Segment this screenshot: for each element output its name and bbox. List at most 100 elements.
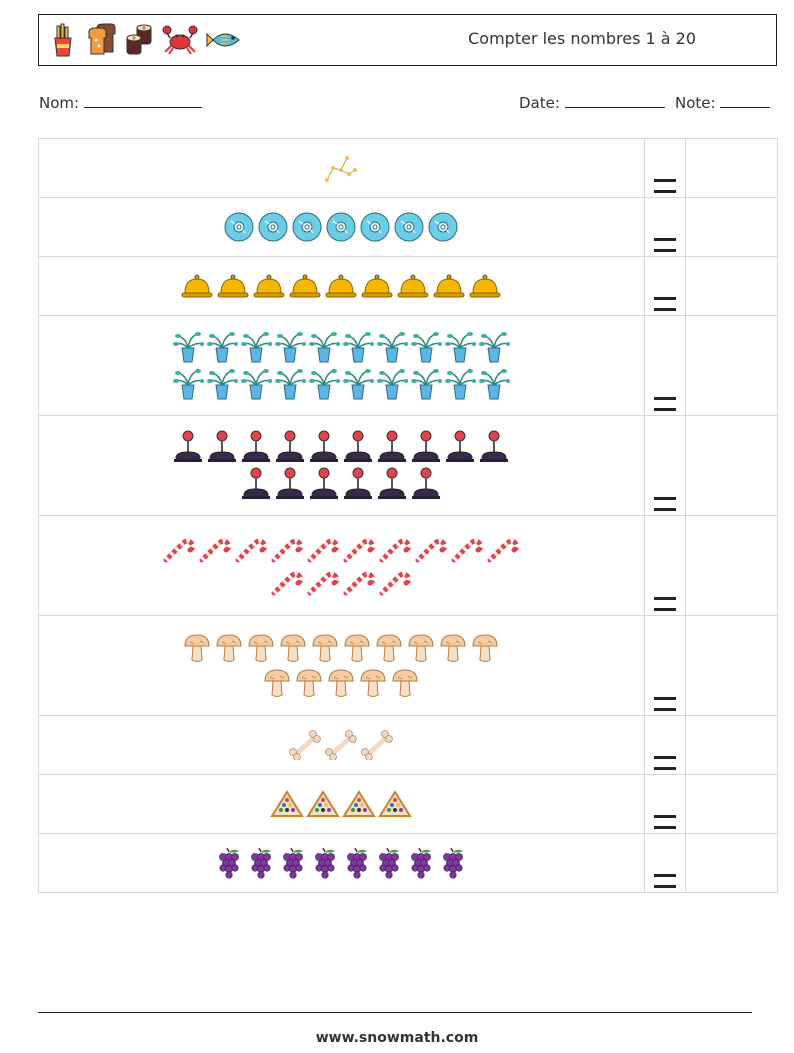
equals-sign <box>653 756 676 770</box>
billiard-rack-icon <box>342 789 377 819</box>
equals-cell <box>643 315 686 416</box>
counting-row <box>38 138 778 198</box>
answer-box[interactable] <box>684 197 778 257</box>
equals-cell <box>643 138 686 198</box>
answer-box[interactable] <box>684 615 778 716</box>
water-plant-icon <box>172 330 205 364</box>
water-plant-icon <box>206 367 239 401</box>
equals-cell <box>643 615 686 716</box>
answer-box[interactable] <box>684 315 778 416</box>
name-blank[interactable] <box>83 93 202 108</box>
service-bell-icon <box>360 271 394 301</box>
fish-icon <box>206 32 240 48</box>
water-plant-icon <box>240 367 273 401</box>
answer-box[interactable] <box>684 715 778 775</box>
fries-icon <box>54 23 72 57</box>
mushroom-icon <box>214 632 244 664</box>
candy-cane-icon <box>270 567 304 597</box>
candy-cane-icon <box>450 534 484 564</box>
water-plant-icon <box>172 367 205 401</box>
water-plant-icon <box>376 367 409 401</box>
counting-row <box>38 197 778 257</box>
joystick-icon <box>240 467 272 501</box>
candy-cane-icon <box>270 534 304 564</box>
joystick-icon <box>342 430 374 464</box>
joystick-icon <box>308 430 340 464</box>
answer-box[interactable] <box>684 833 778 893</box>
service-bell-icon <box>288 271 322 301</box>
mushroom-icon <box>310 632 340 664</box>
water-plant-icon <box>444 330 477 364</box>
candy-cane-icon <box>414 534 448 564</box>
joystick-icon <box>376 430 408 464</box>
constellation-icon <box>323 152 359 184</box>
mushroom-icon <box>374 632 404 664</box>
cd-disc-icon <box>291 211 323 243</box>
toast-icon <box>88 23 116 55</box>
grapes-icon <box>278 846 308 880</box>
icon-group <box>38 615 645 716</box>
answer-box[interactable] <box>684 138 778 198</box>
grapes-icon <box>214 846 244 880</box>
grapes-icon <box>246 846 276 880</box>
mushroom-icon <box>438 632 468 664</box>
service-bell-icon <box>468 271 502 301</box>
counting-row <box>38 515 778 616</box>
water-plant-icon <box>376 330 409 364</box>
answer-box[interactable] <box>684 415 778 516</box>
equals-cell <box>643 256 686 316</box>
icon-group <box>38 833 645 893</box>
answer-box[interactable] <box>684 515 778 616</box>
cd-disc-icon <box>359 211 391 243</box>
equals-sign <box>653 397 676 411</box>
mushroom-icon <box>470 632 500 664</box>
candy-cane-icon <box>234 534 268 564</box>
mushroom-icon <box>294 667 324 699</box>
mushroom-icon <box>262 667 292 699</box>
worksheet-header: Compter les nombres 1 à 20 <box>38 14 777 66</box>
note-field: Note: <box>675 93 771 112</box>
mushroom-icon <box>406 632 436 664</box>
icon-group <box>38 315 645 416</box>
water-plant-icon <box>274 367 307 401</box>
water-plant-icon <box>410 367 443 401</box>
water-plant-icon <box>308 330 341 364</box>
icon-group <box>38 138 645 198</box>
equals-sign <box>653 297 676 311</box>
header-icons <box>47 22 245 58</box>
sushi-roll-icon <box>126 24 152 55</box>
water-plant-icon <box>274 330 307 364</box>
cd-disc-icon <box>223 211 255 243</box>
equals-sign <box>653 597 676 611</box>
mushroom-icon <box>342 632 372 664</box>
billiard-rack-icon <box>306 789 341 819</box>
bone-icon <box>324 730 358 760</box>
icon-group <box>38 715 645 775</box>
joystick-icon <box>274 467 306 501</box>
service-bell-icon <box>396 271 430 301</box>
water-plant-icon <box>240 330 273 364</box>
answer-box[interactable] <box>684 256 778 316</box>
icon-group <box>38 415 645 516</box>
note-blank[interactable] <box>720 93 771 108</box>
cd-disc-icon <box>325 211 357 243</box>
equals-sign <box>653 874 676 888</box>
crab-icon <box>162 25 198 55</box>
date-blank[interactable] <box>564 93 665 108</box>
mushroom-icon <box>390 667 420 699</box>
equals-cell <box>643 833 686 893</box>
counting-row <box>38 715 778 775</box>
icon-group <box>38 774 645 834</box>
equals-cell <box>643 774 686 834</box>
worksheet-title: Compter les nombres 1 à 20 <box>468 29 696 48</box>
candy-cane-icon <box>198 534 232 564</box>
icon-group <box>38 515 645 616</box>
equals-cell <box>643 715 686 775</box>
water-plant-icon <box>342 330 375 364</box>
icon-group <box>38 197 645 257</box>
grapes-icon <box>438 846 468 880</box>
equals-sign <box>653 697 676 711</box>
counting-row <box>38 833 778 893</box>
cd-disc-icon <box>257 211 289 243</box>
answer-box[interactable] <box>684 774 778 834</box>
